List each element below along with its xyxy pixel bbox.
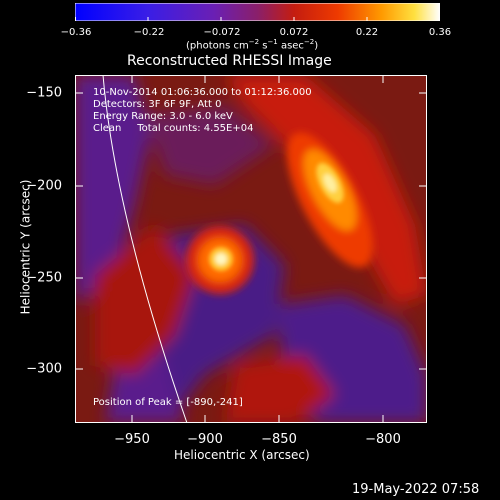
colorbar-tick: 0.36 <box>428 27 452 38</box>
info-line: Detectors: 3F 6F 9F, Att 0 <box>93 99 222 110</box>
y-axis-label: Heliocentric Y (arcsec) <box>18 179 33 315</box>
timestamp: 19-May-2022 07:58 <box>352 482 480 497</box>
info-line: Clean Total counts: 4.55E+04 <box>93 123 254 134</box>
colorbar-tick: 0.22 <box>355 27 379 38</box>
colorbar <box>75 3 440 21</box>
x-tick: −850 <box>261 432 297 447</box>
y-tick: −250 <box>26 270 62 286</box>
colorbar-tick: −0.22 <box>133 27 165 38</box>
colorbar-unit: (photons cm−2 s−1 asec−2) <box>186 38 319 52</box>
x-tick: −950 <box>114 432 150 447</box>
x-tick: −800 <box>365 432 401 447</box>
info-line: Energy Range: 3.0 - 6.0 keV <box>93 111 233 122</box>
x-tick: −900 <box>187 432 223 447</box>
rhessi-image <box>75 75 427 423</box>
colorbar-tick: −0.072 <box>203 27 241 38</box>
y-tick: −300 <box>26 361 62 377</box>
y-tick: −150 <box>26 85 62 101</box>
colorbar-tick: 0.072 <box>279 27 309 38</box>
info-line: 10-Nov-2014 01:06:36.000 to 01:12:36.000 <box>93 87 312 98</box>
colorbar-tick: −0.36 <box>60 27 92 38</box>
y-tick: −200 <box>26 178 62 194</box>
plot-title: Reconstructed RHESSI Image <box>127 53 332 69</box>
peak-position-label: Position of Peak = [-890,-241] <box>93 397 243 408</box>
x-axis-label: Heliocentric X (arcsec) <box>174 448 310 462</box>
